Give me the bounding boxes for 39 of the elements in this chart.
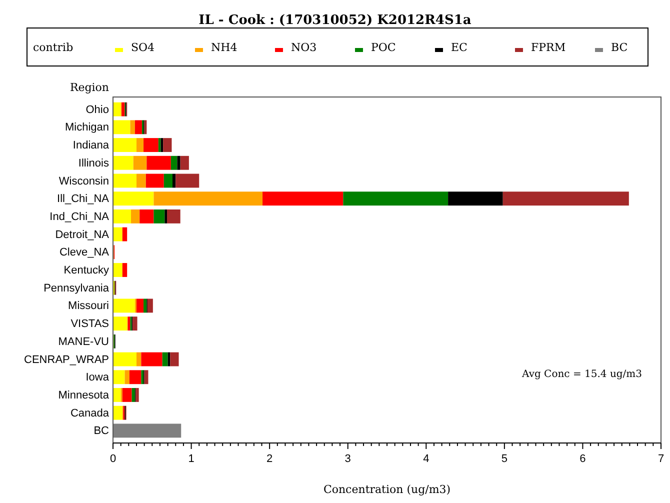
y-tick-label: Canada — [70, 407, 110, 420]
y-tick-label: Ind_Chi_NA — [50, 210, 110, 223]
legend-label: POC — [371, 41, 396, 54]
y-tick-label: Minnesota — [58, 389, 110, 402]
y-tick-label: Pennsylvania — [44, 282, 110, 294]
y-tick-label: Ohio — [86, 104, 109, 116]
x-axis-title: Concentration (ug/m3) — [323, 483, 451, 496]
legend-label: EC — [451, 41, 468, 54]
legend-label: SO4 — [131, 41, 155, 54]
x-tick-label: 0 — [110, 452, 116, 465]
y-tick-label: VISTAS — [70, 318, 109, 330]
x-tick-label: 1 — [188, 452, 194, 465]
y-tick-label: Cleve_NA — [59, 246, 110, 259]
y-tick-label: Michigan — [64, 122, 109, 134]
x-tick-label: 4 — [423, 452, 430, 465]
y-tick-label: Illinois — [78, 157, 110, 170]
y-axis-title: Region — [70, 81, 109, 94]
x-tick-label: 7 — [658, 452, 664, 465]
y-tick-label: Indiana — [72, 140, 110, 152]
y-tick-label: Kentucky — [64, 264, 110, 277]
y-tick-label: Wisconsin — [58, 175, 109, 188]
y-tick-label: Iowa — [86, 372, 110, 384]
x-tick-label: 2 — [266, 452, 273, 465]
x-tick-label: 5 — [501, 452, 508, 465]
legend-label: NO3 — [291, 41, 317, 54]
x-tick-label: 6 — [580, 452, 586, 465]
y-tick-label: MANE-VU — [58, 336, 110, 348]
y-tick-label: Detroit_NA — [55, 228, 110, 241]
legend-title: contrib — [33, 41, 74, 54]
legend-label: NH4 — [211, 41, 238, 54]
legend-label: FPRM — [531, 41, 566, 54]
annotation: Avg Conc = 15.4 ug/m3 — [521, 369, 642, 380]
chart-title: IL - Cook : (170310052) K2012R4S1a — [198, 13, 472, 28]
y-tick-label: CENRAP_WRAP — [24, 354, 109, 366]
x-tick-label: 3 — [344, 452, 351, 465]
y-tick-label: BC — [94, 425, 110, 438]
legend-label: BC — [611, 41, 628, 54]
y-tick-label: Ill_Chi_NA — [57, 193, 110, 206]
y-tick-label: Missouri — [68, 300, 109, 312]
